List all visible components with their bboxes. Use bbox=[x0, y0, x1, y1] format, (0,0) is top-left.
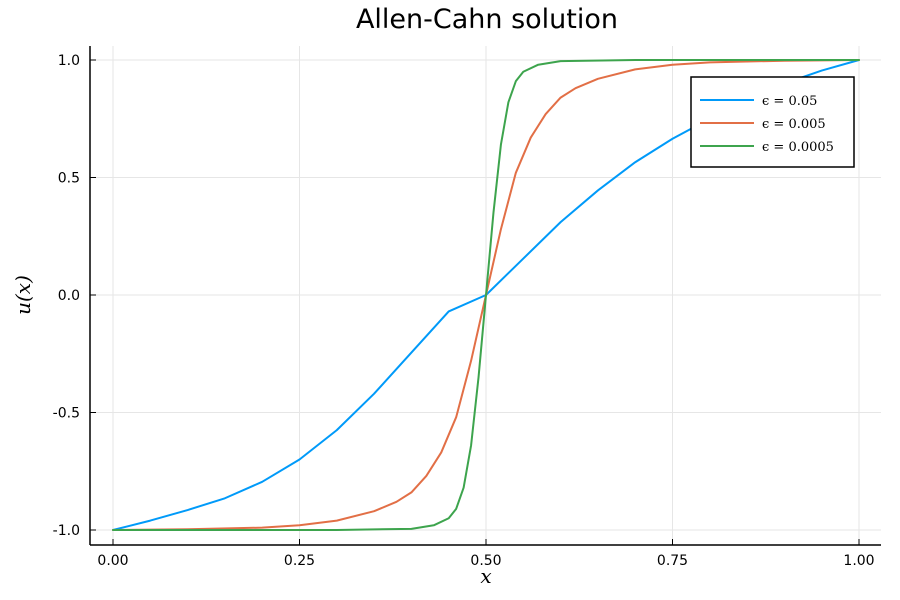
chart-title: Allen-Cahn solution bbox=[356, 4, 618, 35]
x-tick-label-0: 0.00 bbox=[97, 553, 128, 569]
x-tick-label-3: 0.75 bbox=[657, 553, 688, 569]
y-tick-label-4: 1.0 bbox=[58, 53, 80, 69]
x-tick-label-2: 0.50 bbox=[470, 553, 501, 569]
legend-label-0: ϵ = 0.05 bbox=[762, 94, 817, 109]
y-ticks: -1.0 -0.5 0.0 0.5 1.0 bbox=[53, 53, 96, 539]
legend-label-1: ϵ = 0.005 bbox=[762, 117, 826, 132]
y-tick-label-0: -1.0 bbox=[53, 523, 80, 539]
y-tick-label-3: 0.5 bbox=[58, 171, 80, 187]
series-line-2 bbox=[112, 59, 860, 531]
y-axis-label: u(x) bbox=[11, 275, 35, 315]
x-tick-label-1: 0.25 bbox=[284, 553, 315, 569]
x-tick-label-4: 1.00 bbox=[843, 553, 874, 569]
y-tick-label-2: 0.0 bbox=[58, 288, 80, 304]
y-tick-label-1: -0.5 bbox=[53, 406, 80, 422]
legend: ϵ = 0.05 ϵ = 0.005 ϵ = 0.0005 bbox=[690, 76, 855, 168]
x-axis-label: x bbox=[480, 564, 491, 588]
x-ticks: 0.00 0.25 0.50 0.75 1.00 bbox=[97, 539, 875, 569]
legend-label-2: ϵ = 0.0005 bbox=[762, 140, 834, 155]
